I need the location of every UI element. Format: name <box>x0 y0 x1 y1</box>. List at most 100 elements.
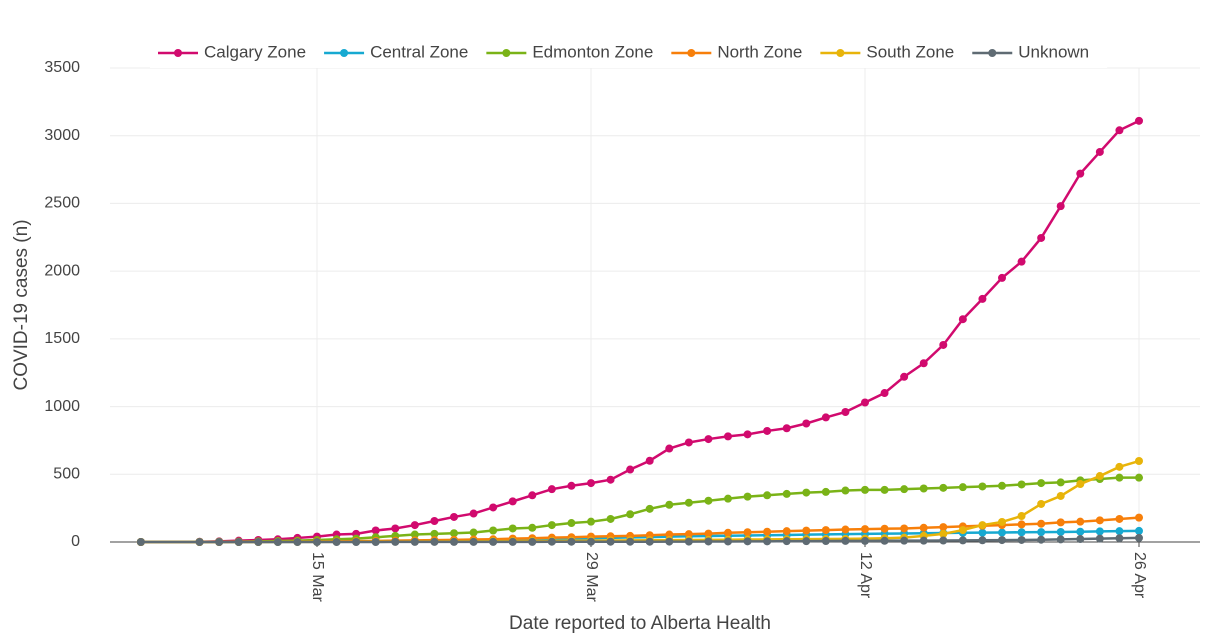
data-point <box>998 536 1006 545</box>
data-point <box>861 485 869 494</box>
data-point <box>450 537 458 546</box>
data-point <box>391 537 400 546</box>
data-point <box>684 537 693 546</box>
data-point <box>724 494 732 503</box>
y-axis-title: COVID-19 cases (n) <box>11 219 32 390</box>
data-point <box>802 537 811 546</box>
data-point <box>430 517 439 526</box>
data-point <box>1037 519 1046 528</box>
data-point <box>587 479 595 488</box>
data-point <box>430 529 439 538</box>
data-point <box>919 484 928 493</box>
data-point <box>684 530 693 539</box>
data-point <box>508 497 517 506</box>
data-point <box>489 503 498 512</box>
data-point <box>880 485 889 494</box>
data-point <box>136 538 145 546</box>
data-point <box>391 524 400 533</box>
data-point <box>410 521 419 530</box>
data-point <box>1017 528 1026 537</box>
y-tick-label: 500 <box>53 466 80 483</box>
data-point <box>528 491 537 500</box>
data-point <box>234 538 243 546</box>
data-point <box>802 419 811 428</box>
data-point <box>1017 520 1026 529</box>
data-point <box>1115 514 1124 523</box>
data-point <box>743 430 752 439</box>
data-point <box>489 537 498 546</box>
data-point <box>782 424 791 433</box>
data-point <box>821 537 830 546</box>
y-tick-label: 3000 <box>44 127 80 144</box>
data-point <box>978 294 987 303</box>
y-tick-label: 3500 <box>44 59 80 76</box>
data-point <box>743 492 752 501</box>
data-point <box>704 496 713 505</box>
data-point <box>1056 527 1065 536</box>
data-point <box>978 528 987 537</box>
data-point <box>958 315 967 324</box>
data-point <box>821 487 830 496</box>
data-point <box>861 536 869 545</box>
data-point <box>939 483 948 492</box>
legend-label: South Zone <box>866 42 954 61</box>
data-point <box>410 530 419 539</box>
data-point <box>861 525 869 534</box>
data-point <box>332 538 341 546</box>
series-line <box>140 459 1140 544</box>
data-point <box>1056 518 1065 527</box>
data-point <box>1017 511 1026 520</box>
data-point <box>645 456 654 465</box>
data-point <box>1115 462 1124 471</box>
data-point <box>1135 473 1143 482</box>
data-point <box>1095 147 1104 156</box>
data-point <box>704 435 713 444</box>
data-point <box>724 537 732 546</box>
data-point <box>684 438 693 447</box>
data-point <box>782 537 791 546</box>
data-point <box>665 537 674 546</box>
data-point <box>998 517 1006 526</box>
data-point <box>684 498 693 507</box>
data-point <box>567 519 576 528</box>
data-point <box>880 536 889 545</box>
data-point <box>998 481 1006 490</box>
data-point <box>489 526 498 535</box>
data-point <box>1135 533 1143 542</box>
data-point <box>665 500 674 509</box>
data-point <box>1115 527 1124 536</box>
grid <box>110 67 1200 547</box>
legend-marker <box>836 49 845 57</box>
data-point <box>1017 480 1026 489</box>
data-point <box>626 510 635 519</box>
data-point <box>1095 472 1104 481</box>
data-point <box>1076 169 1085 178</box>
y-tick-label: 2500 <box>44 195 80 212</box>
data-point <box>1017 257 1026 266</box>
x-tick-label: 12 Apr <box>857 552 874 599</box>
data-point <box>254 538 263 546</box>
data-point <box>763 426 772 435</box>
data-point <box>900 485 909 494</box>
data-point <box>1135 116 1143 125</box>
data-point <box>469 537 478 546</box>
plot <box>136 116 1143 546</box>
data-point <box>1135 457 1143 466</box>
data-point <box>1037 479 1046 488</box>
data-point <box>1056 478 1065 487</box>
data-point <box>1076 535 1085 544</box>
data-point <box>1095 527 1104 536</box>
data-point <box>1135 526 1143 535</box>
data-point <box>508 537 517 546</box>
data-point <box>371 538 380 546</box>
y-tick-label: 1500 <box>44 330 80 347</box>
data-point <box>880 389 889 398</box>
x-axis-title: Date reported to Alberta Health <box>509 613 771 634</box>
data-point <box>724 528 732 537</box>
data-point <box>587 537 595 546</box>
x-tick-label: 29 Mar <box>583 552 600 602</box>
data-point <box>410 537 419 546</box>
data-point <box>861 398 869 407</box>
legend-label: Calgary Zone <box>204 42 306 61</box>
